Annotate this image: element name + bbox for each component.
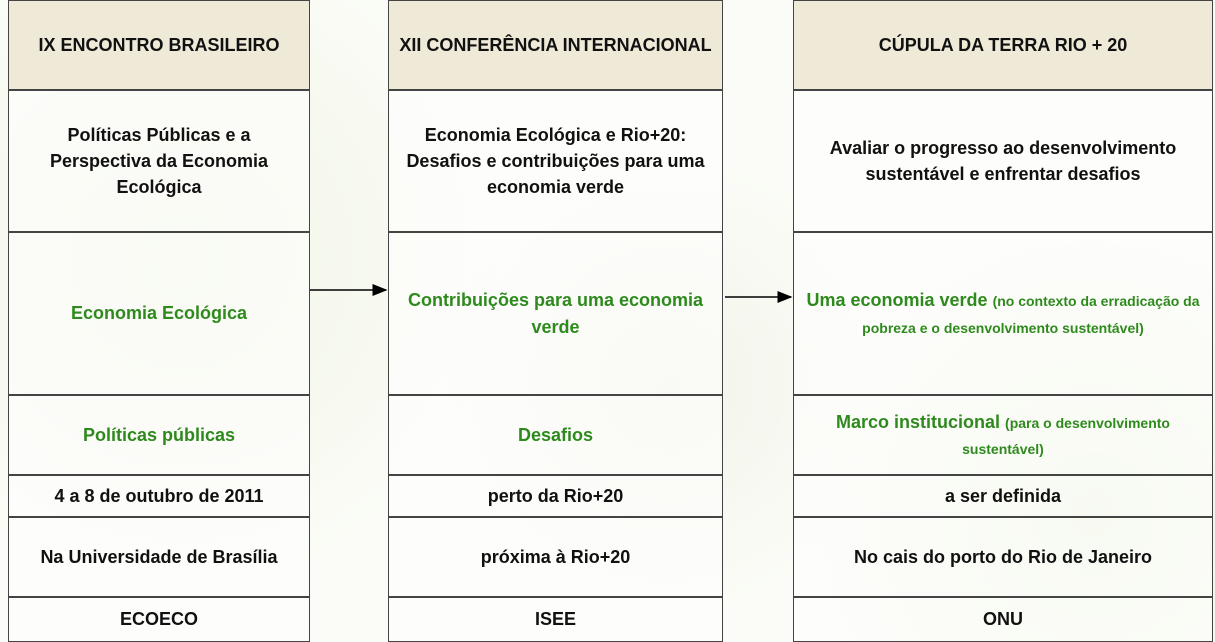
cell-detail: (para o desenvolvimento sustentável)	[962, 414, 1170, 457]
cell: ECOECO	[8, 597, 310, 642]
cell: ISEE	[388, 597, 723, 642]
cell: Marco institucional (para o desenvolvime…	[793, 395, 1213, 475]
cell: Na Universidade de Brasília	[8, 517, 310, 597]
cell: próxima à Rio+20	[388, 517, 723, 597]
cell: 4 a 8 de outubro de 2011	[8, 475, 310, 517]
cell-detail: (no contexto da erradicação da pobreza e…	[862, 293, 1200, 336]
cell: Políticas Públicas e a Perspectiva da Ec…	[8, 90, 310, 232]
cell-text: Uma economia verde (no contexto da errad…	[804, 287, 1202, 339]
cell: a ser definida	[793, 475, 1213, 517]
cell: Políticas públicas	[8, 395, 310, 475]
cell: Economia Ecológica e Rio+20: Desafios e …	[388, 90, 723, 232]
cell: Contribuições para uma economia verde	[388, 232, 723, 395]
cell: No cais do porto do Rio de Janeiro	[793, 517, 1213, 597]
cell: Desafios	[388, 395, 723, 475]
column-header: XII CONFERÊNCIA INTERNACIONAL	[388, 0, 723, 90]
cell-main: Marco institucional	[836, 411, 1001, 432]
cell: perto da Rio+20	[388, 475, 723, 517]
cell: ONU	[793, 597, 1213, 642]
column-header: CÚPULA DA TERRA RIO + 20	[793, 0, 1213, 90]
cell-text: Marco institucional (para o desenvolvime…	[804, 409, 1202, 461]
column-header: IX ENCONTRO BRASILEIRO	[8, 0, 310, 90]
cell: Uma economia verde (no contexto da errad…	[793, 232, 1213, 395]
cell-main: Uma economia verde	[806, 290, 988, 311]
cell: Economia Ecológica	[8, 232, 310, 395]
cell: Avaliar o progresso ao desenvolvimento s…	[793, 90, 1213, 232]
